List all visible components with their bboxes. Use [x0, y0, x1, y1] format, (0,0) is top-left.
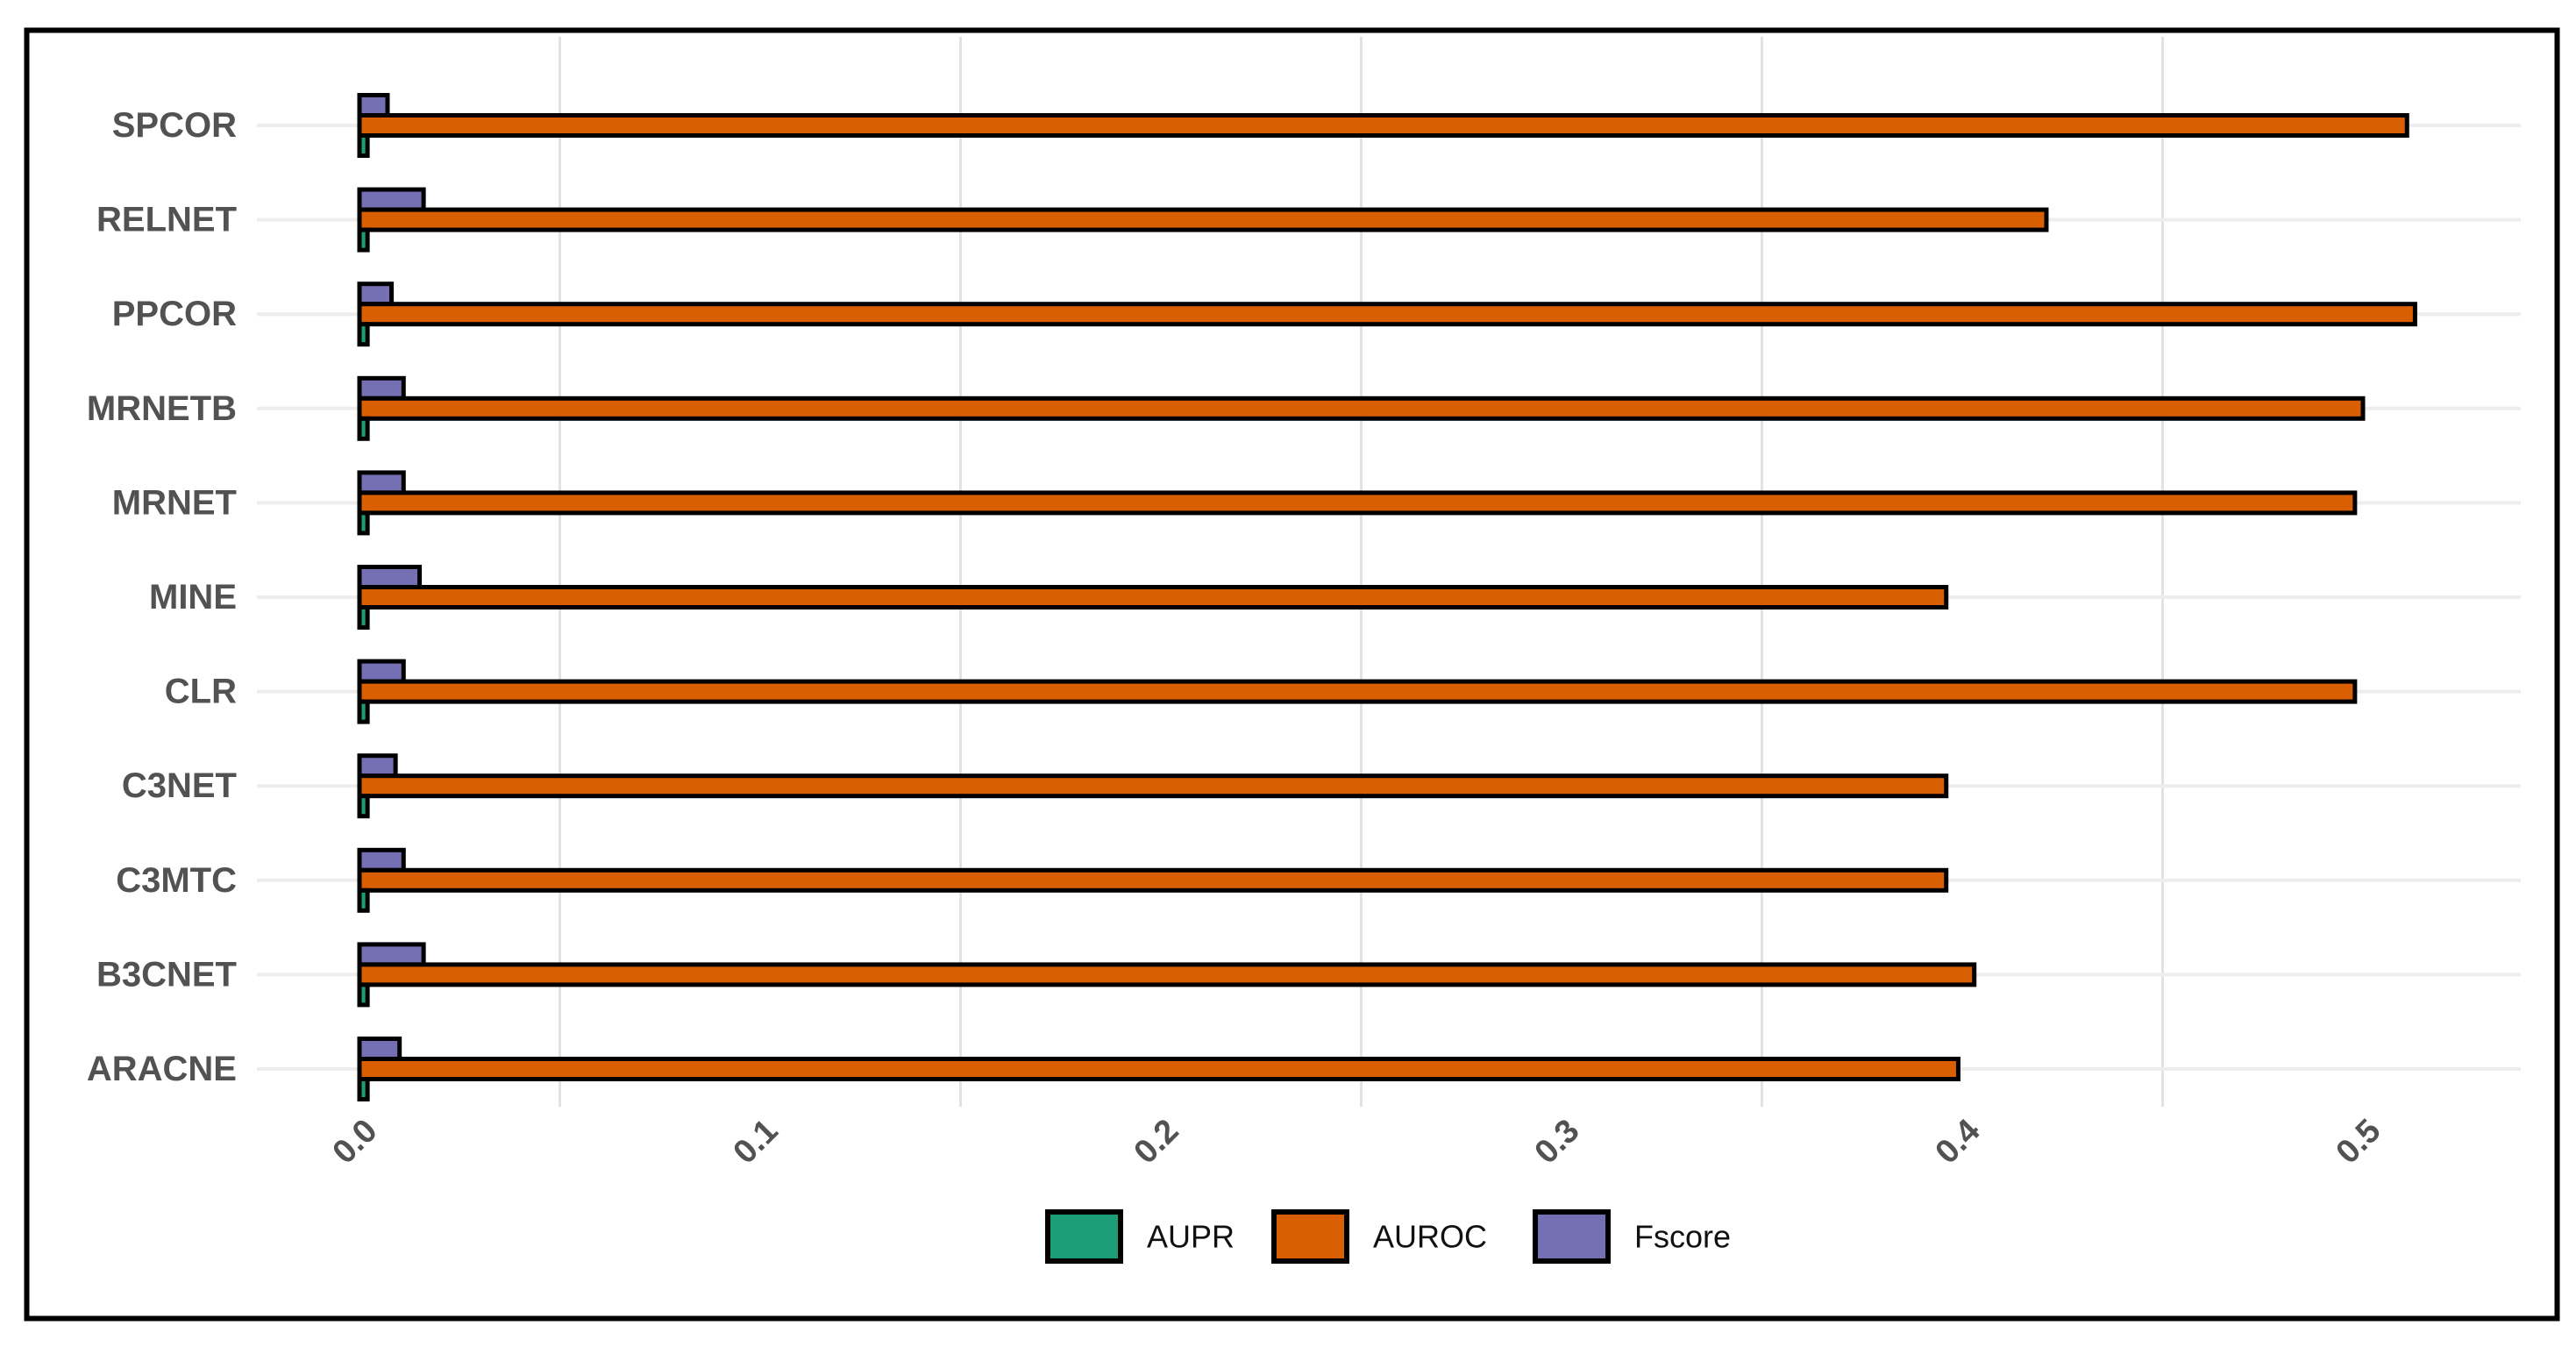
bar-aupr-mine [357, 605, 370, 630]
figure-frame [24, 27, 2560, 1322]
bar-fscore-aracne [357, 1037, 402, 1061]
bar-fscore-c3net [357, 753, 398, 779]
y-axis-label-mrnetb: MRNETB [87, 389, 237, 428]
bar-aupr-c3mtc [357, 887, 370, 913]
legend-label-aupr: AUPR [1147, 1219, 1235, 1255]
bar-aupr-ppcor [357, 322, 370, 347]
legend-label-auroc: AUROC [1373, 1219, 1487, 1255]
bar-aupr-b3cnet [357, 982, 370, 1008]
bar-auroc-clr [357, 679, 2358, 704]
y-axis-label-mrnet: MRNET [112, 483, 237, 522]
legend-swatch-aupr [1045, 1209, 1123, 1264]
bar-aupr-mrnet [357, 510, 370, 536]
bar-auroc-c3mtc [357, 867, 1949, 893]
x-axis-tick-group: 0.4 [1928, 1112, 1987, 1171]
bar-auroc-c3net [357, 773, 1949, 799]
bar-fscore-mrnet [357, 470, 406, 495]
x-axis-tick-label-0.0: 0.0 [325, 1112, 384, 1171]
legend-swatch-fscore [1533, 1209, 1611, 1264]
bar-aupr-relnet [357, 227, 370, 253]
bar-aupr-clr [357, 699, 370, 724]
bar-fscore-c3mtc [357, 847, 406, 873]
bar-auroc-ppcor [357, 302, 2417, 327]
bar-auroc-mrnet [357, 490, 2358, 516]
y-axis-label-clr: CLR [165, 673, 237, 711]
x-axis-tick-group: 0.0 [325, 1112, 384, 1171]
bar-fscore-mine [357, 565, 423, 589]
x-axis-tick-label-0.4: 0.4 [1928, 1112, 1987, 1171]
bar-auroc-aracne [357, 1057, 1960, 1081]
y-axis-label-c3mtc: C3MTC [116, 861, 237, 900]
y-axis-label-ppcor: PPCOR [112, 295, 237, 333]
x-axis-tick-group: 0.2 [1127, 1112, 1185, 1171]
bar-aupr-aracne [357, 1077, 370, 1101]
bar-auroc-spcor [357, 113, 2409, 138]
legend-swatch-auroc [1271, 1209, 1349, 1264]
bar-fscore-mrnetb [357, 375, 406, 401]
bar-auroc-b3cnet [357, 962, 1977, 987]
bar-auroc-relnet [357, 207, 2049, 232]
y-axis-label-relnet: RELNET [96, 201, 237, 239]
x-axis-tick-label-0.5: 0.5 [2329, 1112, 2387, 1171]
x-axis-tick-group: 0.3 [1527, 1112, 1586, 1171]
bar-auroc-mine [357, 585, 1949, 609]
y-axis-label-spcor: SPCOR [112, 106, 237, 145]
x-axis-tick-label-0.1: 0.1 [726, 1112, 785, 1171]
bar-aupr-spcor [357, 133, 370, 158]
bar-fscore-spcor [357, 93, 390, 118]
bar-fscore-ppcor [357, 282, 395, 307]
bar-fscore-relnet [357, 187, 426, 212]
y-axis-label-aracne: ARACNE [87, 1050, 237, 1088]
y-axis-label-mine: MINE [149, 578, 237, 616]
bar-aupr-mrnetb [357, 416, 370, 441]
y-axis-label-b3cnet: B3CNET [96, 955, 237, 994]
x-axis-tick-label-0.2: 0.2 [1127, 1112, 1185, 1171]
bar-fscore-clr [357, 659, 406, 684]
x-axis-tick-group: 0.5 [2329, 1112, 2387, 1171]
x-axis-tick-label-0.3: 0.3 [1527, 1112, 1586, 1171]
y-axis-label-c3net: C3NET [122, 766, 237, 805]
legend-label-fscore: Fscore [1634, 1219, 1731, 1255]
bar-fscore-b3cnet [357, 942, 426, 967]
bar-auroc-mrnetb [357, 396, 2366, 421]
x-axis-tick-group: 0.1 [726, 1112, 785, 1171]
bar-aupr-c3net [357, 794, 370, 819]
